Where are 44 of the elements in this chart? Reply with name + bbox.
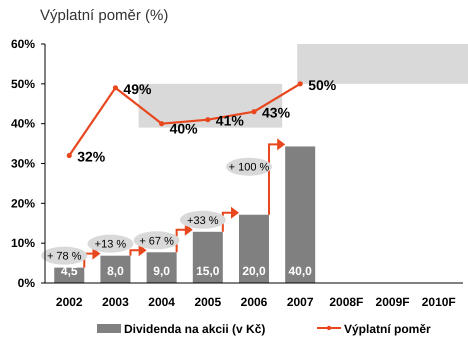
data-label: 49% <box>123 80 152 97</box>
legend-label: Výplatní poměr <box>344 322 432 336</box>
y-tick-label: 40% <box>10 116 36 131</box>
data-label: 8,0 <box>107 264 124 278</box>
point <box>112 85 118 90</box>
data-label: 40,0 <box>288 264 312 278</box>
bar <box>238 214 270 283</box>
data-label: 50% <box>308 76 337 93</box>
bar <box>285 146 316 283</box>
x-tick-label: 2005 <box>194 295 222 309</box>
x-tick-label: 2007 <box>286 295 314 309</box>
x-tick-label: 2006 <box>240 295 268 309</box>
annotation: +33 % <box>187 214 219 227</box>
annotation: + 67 % <box>139 235 174 248</box>
y-tick-label: 50% <box>10 76 36 91</box>
y-tick-label: 10% <box>10 236 36 250</box>
y-tick-label: 60% <box>10 37 36 51</box>
x-tick-label: 2008F <box>329 295 364 309</box>
data-label: 43% <box>262 104 291 121</box>
y-tick-label: 20% <box>10 196 36 210</box>
annotation: + 100 % <box>228 162 270 174</box>
data-label: 40% <box>170 120 198 137</box>
x-tick-label: 2003 <box>102 295 130 309</box>
annotation: +13 % <box>94 238 126 251</box>
point <box>205 117 210 122</box>
point <box>66 152 72 158</box>
y-tick-label: 0% <box>18 276 36 290</box>
x-tick-label: 2010F <box>422 295 456 309</box>
x-tick-label: 2009F <box>376 295 410 309</box>
data-label: 41% <box>216 112 244 129</box>
legend-label: Dividenda na akcii (v Kč) <box>124 322 266 336</box>
data-label: 20,0 <box>242 264 266 278</box>
point <box>298 81 303 86</box>
x-tick-label: 2004 <box>148 295 176 309</box>
point <box>251 109 257 114</box>
data-label: 32% <box>77 148 106 165</box>
chart-title: Výplatní poměr (%) <box>40 7 168 24</box>
point <box>159 121 164 126</box>
y-tick-label: 30% <box>10 156 36 170</box>
data-label: 15,0 <box>196 264 220 278</box>
bar <box>192 232 223 283</box>
data-label: 9,0 <box>153 264 170 278</box>
annotation: + 78 % <box>46 250 82 263</box>
x-tick-label: 2002 <box>56 295 83 309</box>
